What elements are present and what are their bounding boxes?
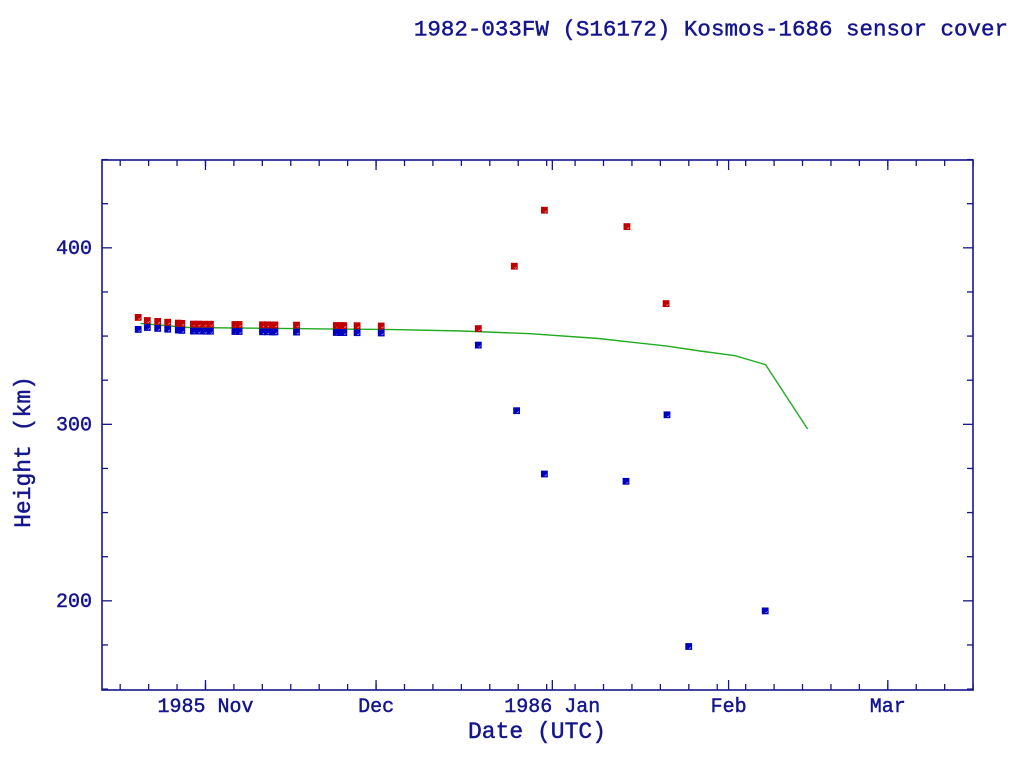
svg-text:Feb: Feb — [711, 696, 747, 719]
svg-text:Height (km): Height (km) — [11, 376, 37, 528]
svg-text:Dec: Dec — [358, 696, 394, 719]
svg-text:1986 Jan: 1986 Jan — [504, 696, 600, 719]
svg-text:1982-033FW (S16172) Kosmos-168: 1982-033FW (S16172) Kosmos-1686 sensor c… — [414, 17, 1008, 43]
svg-text:300: 300 — [56, 415, 92, 438]
svg-text:Mar: Mar — [870, 696, 906, 719]
svg-text:1985 Nov: 1985 Nov — [157, 696, 253, 719]
svg-text:Date (UTC): Date (UTC) — [468, 719, 606, 745]
svg-text:200: 200 — [56, 591, 92, 614]
svg-text:400: 400 — [56, 238, 92, 261]
